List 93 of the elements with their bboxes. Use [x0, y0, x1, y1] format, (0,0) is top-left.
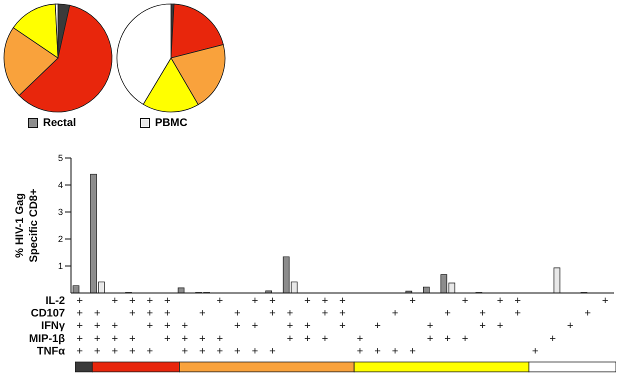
- y-tick-label: 5: [58, 153, 63, 164]
- text: +: [76, 332, 83, 345]
- text: +: [496, 295, 504, 307]
- text: +: [462, 295, 468, 307]
- text: +: [234, 345, 241, 358]
- text: +: [129, 308, 136, 320]
- text: +: [322, 308, 328, 320]
- text: +: [146, 320, 154, 332]
- text: +: [182, 332, 188, 345]
- text: +: [286, 332, 294, 345]
- text: +: [129, 295, 136, 307]
- text: +: [234, 320, 241, 332]
- text: +: [444, 308, 451, 320]
- text: +: [76, 295, 83, 307]
- text: +: [479, 308, 486, 320]
- text: +: [444, 332, 451, 345]
- text: +: [164, 320, 171, 332]
- text: +: [164, 332, 171, 345]
- text: +: [426, 332, 434, 345]
- text: +: [112, 295, 118, 307]
- text: +: [392, 308, 398, 320]
- text: +: [304, 332, 311, 345]
- text: +: [322, 332, 328, 345]
- y-tick-label: IFNγ: [41, 320, 66, 332]
- text: +: [94, 332, 100, 345]
- text: +: [409, 295, 416, 307]
- text: +: [304, 295, 311, 307]
- text: +: [549, 332, 556, 345]
- text: +: [514, 295, 521, 307]
- text: +: [199, 345, 206, 358]
- y-tick-label: CD107: [30, 308, 65, 320]
- text: +: [269, 295, 276, 307]
- text: +: [356, 345, 364, 358]
- text: +: [532, 345, 538, 358]
- text: +: [182, 320, 188, 332]
- text: +: [76, 308, 83, 320]
- text: +: [216, 295, 224, 307]
- text: +: [356, 332, 364, 345]
- text: +: [234, 308, 241, 320]
- text: +: [286, 320, 294, 332]
- legend-label: PBMC: [155, 117, 188, 129]
- text: +: [339, 308, 346, 320]
- y-tick-label: 4: [58, 180, 63, 190]
- text: +: [374, 345, 381, 358]
- y-tick-label: TNFα: [36, 345, 66, 358]
- text: +: [392, 345, 398, 358]
- text: +: [164, 295, 171, 307]
- text: +: [269, 308, 276, 320]
- text: +: [216, 345, 224, 358]
- text: +: [426, 320, 434, 332]
- text: +: [112, 320, 118, 332]
- text: +: [112, 332, 118, 345]
- text: +: [146, 295, 154, 307]
- text: +: [182, 345, 188, 358]
- text: +: [584, 308, 591, 320]
- text: +: [146, 308, 154, 320]
- text: +: [252, 295, 258, 307]
- text: +: [286, 308, 294, 320]
- text: +: [496, 320, 504, 332]
- y-axis-title: % HIV-1 Gag Specific CD8+: [14, 188, 40, 262]
- legend-label: Rectal: [43, 117, 76, 129]
- text: +: [76, 345, 83, 358]
- text: +: [602, 295, 608, 307]
- text: +: [339, 295, 346, 307]
- text: +: [199, 308, 206, 320]
- y-tick-label: IL-2: [45, 295, 65, 307]
- text: +: [164, 308, 171, 320]
- text: +: [216, 332, 224, 345]
- text: +: [146, 345, 154, 358]
- text: +: [462, 332, 468, 345]
- text: +: [129, 332, 136, 345]
- text: +: [374, 320, 381, 332]
- text: +: [322, 295, 328, 307]
- text: +: [339, 320, 346, 332]
- text: +: [94, 320, 100, 332]
- text: +: [304, 320, 311, 332]
- text: +: [94, 308, 100, 320]
- text: +: [252, 320, 258, 332]
- text: +: [129, 345, 136, 358]
- text: +: [94, 345, 100, 358]
- text: +: [479, 320, 486, 332]
- text: +: [269, 345, 276, 358]
- y-tick-label: 3: [58, 207, 63, 218]
- text: +: [566, 320, 574, 332]
- text: +: [112, 345, 118, 358]
- y-tick-label: 2: [58, 234, 63, 244]
- text: +: [409, 345, 416, 358]
- text: +: [76, 320, 83, 332]
- y-tick-label: MIP-1β: [28, 332, 66, 345]
- text: +: [514, 308, 521, 320]
- text: +: [252, 345, 258, 358]
- y-tick-label: 1: [58, 261, 63, 272]
- text: +: [199, 332, 206, 345]
